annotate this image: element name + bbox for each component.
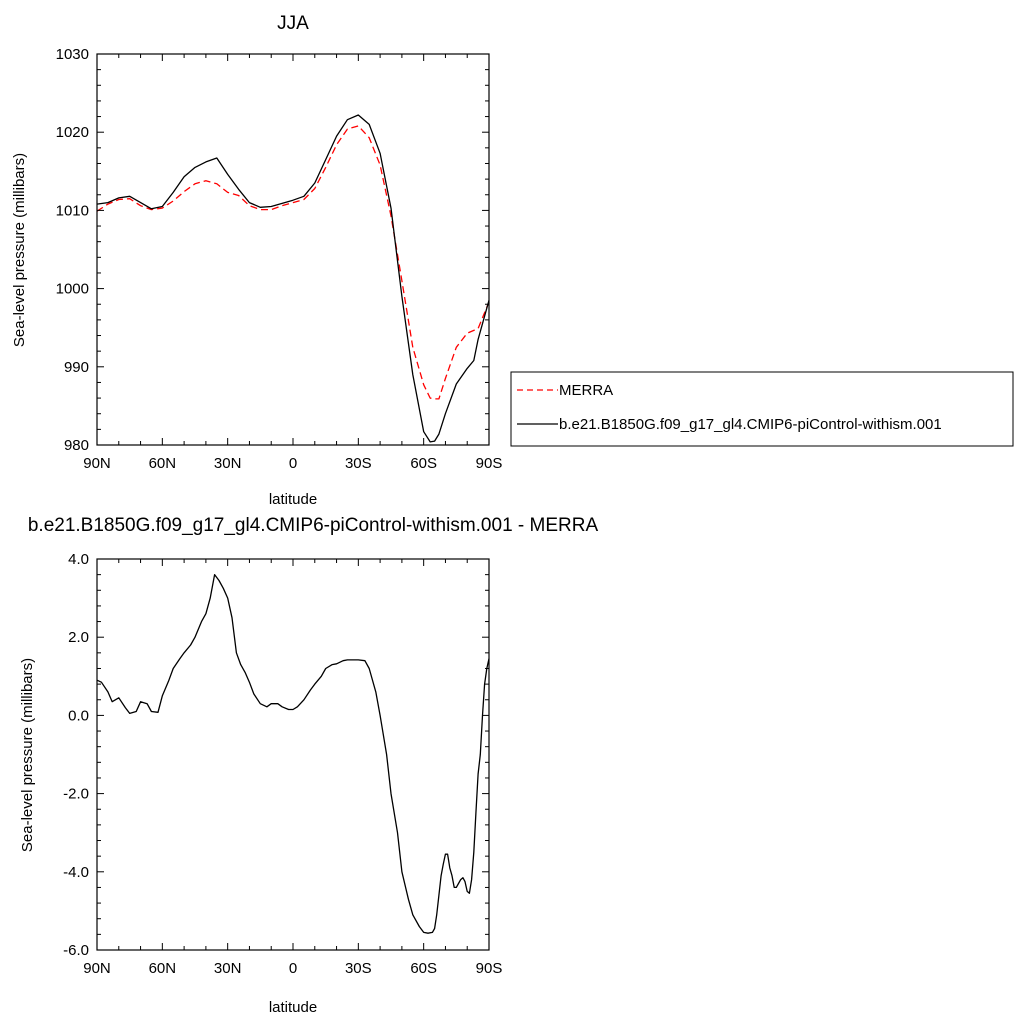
x-tick-label-0: 30S [345, 455, 372, 472]
x-tick-label-0: 90N [83, 455, 111, 472]
y-tick-label-1: 0.0 [68, 707, 89, 724]
y-tick-label-0: 980 [64, 437, 89, 454]
y-tick-label-1: -6.0 [63, 942, 89, 959]
x-axis-title-top: latitude [269, 491, 317, 508]
y-tick-label-0: 1030 [56, 46, 89, 63]
x-tick-label-1: 60S [410, 960, 437, 977]
x-tick-label-0: 90S [476, 455, 503, 472]
y-axis-title-top-group: Sea-level pressure (millibars) [11, 153, 28, 347]
plot-frame-1 [96, 558, 490, 951]
y-tick-label-0: 1010 [56, 202, 89, 219]
chart-title-bottom: b.e21.B1850G.f09_g17_gl4.CMIP6-piControl… [28, 515, 599, 536]
series-line-0-1 [96, 114, 490, 443]
legend-label-model: b.e21.B1850G.f09_g17_gl4.CMIP6-piControl… [559, 416, 942, 433]
x-tick-label-0: 0 [289, 455, 297, 472]
x-tick-label-1: 90N [83, 960, 111, 977]
legend: MERRA b.e21.B1850G.f09_g17_gl4.CMIP6-piC… [510, 371, 1014, 447]
x-tick-label-1: 30N [214, 960, 242, 977]
y-tick-label-1: 4.0 [68, 551, 89, 568]
x-tick-label-0: 60N [149, 455, 177, 472]
y-tick-label-0: 990 [64, 359, 89, 376]
y-tick-label-1: -4.0 [63, 864, 89, 881]
x-tick-label-0: 30N [214, 455, 242, 472]
panel-top: JJA Sea-level pressure (millibars) latit… [11, 13, 1014, 508]
x-tick-label-1: 90S [476, 960, 503, 977]
y-tick-label-0: 1000 [56, 281, 89, 298]
y-axis-title-bottom-group: Sea-level pressure (millibars) [19, 658, 36, 852]
legend-label-merra: MERRA [559, 382, 613, 399]
series-line-1-0 [96, 573, 490, 934]
legend-box [510, 371, 1014, 447]
plot-frame-0 [96, 53, 490, 446]
x-tick-label-1: 60N [149, 960, 177, 977]
x-tick-label-1: 0 [289, 960, 297, 977]
x-tick-label-1: 30S [345, 960, 372, 977]
y-axis-title-top: Sea-level pressure (millibars) [11, 153, 28, 347]
chart-title-top: JJA [277, 13, 309, 34]
y-tick-label-1: -2.0 [63, 786, 89, 803]
x-tick-label-0: 60S [410, 455, 437, 472]
y-tick-label-0: 1020 [56, 124, 89, 141]
y-axis-title-bottom: Sea-level pressure (millibars) [19, 658, 36, 852]
series-line-0-0 [96, 125, 490, 400]
y-tick-label-1: 2.0 [68, 629, 89, 646]
panel-bottom: b.e21.B1850G.f09_g17_gl4.CMIP6-piControl… [19, 515, 598, 1016]
x-axis-title-bottom: latitude [269, 999, 317, 1016]
